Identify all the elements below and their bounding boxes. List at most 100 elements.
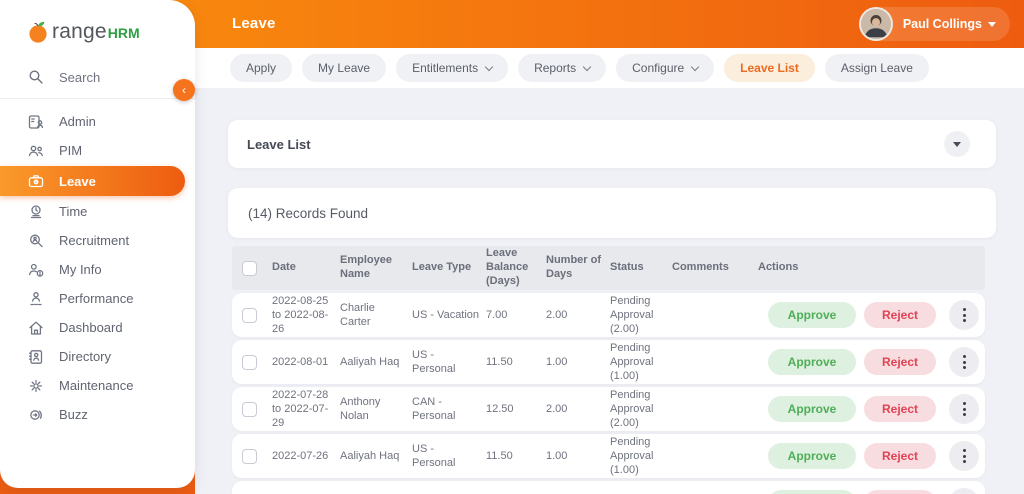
chevron-down-icon [582, 62, 592, 71]
kebab-menu-button[interactable] [949, 488, 979, 494]
column-header-comments: Comments [672, 261, 729, 274]
sidebar-collapse-button[interactable]: ‹ [173, 79, 195, 101]
cell-actions: Approve Reject [758, 347, 985, 377]
kebab-menu-button[interactable] [949, 394, 979, 424]
cell-date: 2022-07-28 to 2022-07-29 [272, 388, 329, 430]
column-header-leave-type: Leave Type [412, 261, 472, 274]
orangehrm-logo: range HRM [0, 0, 195, 58]
sidebar-menu: Admin PIM Leave Time [0, 107, 195, 429]
sidebar-item-directory[interactable]: Directory [0, 342, 195, 371]
sidebar-item-recruitment[interactable]: Recruitment [0, 226, 195, 255]
reject-button[interactable]: Reject [864, 490, 936, 494]
panel-title: Leave List [247, 136, 311, 152]
cell-status: Pending Approval (2.00) [610, 294, 654, 336]
search-icon [29, 70, 43, 84]
leave-table: Date Employee Name Leave Type Leave Bala… [232, 246, 985, 494]
user-menu[interactable]: Paul Collings [858, 7, 1010, 41]
cell-date: 2022-07-26 [272, 449, 329, 462]
page-title: Leave [232, 15, 276, 32]
tab-apply[interactable]: Apply [230, 54, 293, 82]
cell-actions: Approve Reject [758, 441, 985, 471]
sidebar-item-label: Performance [59, 291, 134, 306]
cell-leave-type: US - Personal [412, 348, 456, 375]
row-checkbox[interactable] [241, 354, 257, 370]
cell-date: 2022-08-01 [272, 355, 329, 368]
reject-button[interactable]: Reject [864, 302, 936, 328]
gear-icon [29, 379, 43, 392]
sidebar-search[interactable]: Search [0, 58, 195, 99]
clock-icon [30, 204, 42, 218]
table-row: 2022-07-25 Pending Approve Reject [232, 481, 985, 494]
admin-badge-icon [28, 114, 44, 129]
leave-list-filter-panel: Leave List [228, 120, 996, 168]
cell-actions: Approve Reject [758, 394, 985, 424]
column-header-leave-balance: Leave Balance (Days) [486, 247, 529, 287]
magnifier-person-icon [30, 234, 43, 247]
cell-actions: Approve Reject [758, 300, 985, 330]
table-row: 2022-07-26 Aaliyah Haq US - Personal 11.… [232, 434, 985, 478]
sidebar-item-maintenance[interactable]: Maintenance [0, 371, 195, 400]
records-count: (14) Records Found [248, 205, 369, 221]
tab-my-leave[interactable]: My Leave [302, 54, 387, 82]
sidebar-item-label: My Info [59, 262, 102, 277]
row-checkbox[interactable] [241, 401, 257, 417]
reject-button[interactable]: Reject [864, 349, 936, 375]
avatar [858, 7, 893, 41]
cell-leave-balance: 11.50 [486, 449, 513, 462]
chevron-down-icon [988, 21, 996, 27]
tab-configure[interactable]: Configure [616, 54, 715, 82]
approve-button[interactable]: Approve [768, 302, 856, 328]
cell-leave-type: US - Vacation [412, 308, 480, 321]
cell-employee-name: Anthony Nolan [340, 395, 381, 422]
cell-number-of-days: 2.00 [546, 402, 568, 415]
sidebar-item-label: Recruitment [59, 233, 130, 248]
sidebar-item-dashboard[interactable]: Dashboard [0, 313, 195, 342]
orange-fruit-icon [29, 21, 47, 43]
approve-button[interactable]: Approve [768, 443, 856, 469]
cell-actions: Approve Reject [758, 488, 985, 494]
kebab-menu-button[interactable] [949, 441, 979, 471]
sidebar-item-label: Buzz [59, 407, 88, 422]
sidebar-item-buzz[interactable]: Buzz [0, 400, 195, 429]
select-all-checkbox[interactable] [241, 260, 257, 276]
cell-status: Pending Approval (1.00) [610, 341, 654, 383]
chevron-down-icon [953, 141, 961, 147]
sidebar-item-admin[interactable]: Admin [0, 107, 195, 136]
panel-expand-button[interactable] [944, 131, 970, 157]
table-header-row: Date Employee Name Leave Type Leave Bala… [232, 246, 985, 290]
row-checkbox[interactable] [241, 307, 257, 323]
cell-status: Pending Approval (1.00) [610, 435, 654, 477]
row-checkbox[interactable] [241, 448, 257, 464]
kebab-menu-button[interactable] [949, 300, 979, 330]
tab-entitlements[interactable]: Entitlements [396, 54, 509, 82]
sidebar-item-leave[interactable]: Leave [0, 166, 185, 196]
tab-leave-list[interactable]: Leave List [724, 54, 815, 82]
cell-leave-type: US - Personal [412, 442, 456, 469]
reject-button[interactable]: Reject [864, 396, 936, 422]
tab-reports[interactable]: Reports [518, 54, 607, 82]
table-row: 2022-07-28 to 2022-07-29 Anthony Nolan C… [232, 387, 985, 431]
sidebar-item-pim[interactable]: PIM [0, 136, 195, 165]
person-chart-icon [30, 291, 42, 305]
sidebar-item-label: Admin [59, 114, 96, 129]
column-header-actions: Actions [758, 261, 799, 274]
approve-button[interactable]: Approve [768, 490, 856, 494]
column-header-date: Date [272, 261, 296, 274]
tab-assign-leave[interactable]: Assign Leave [824, 54, 929, 82]
column-header-status: Status [610, 261, 644, 274]
approve-button[interactable]: Approve [768, 396, 856, 422]
table-row: 2022-08-25 to 2022-08-26 Charlie Carter … [232, 293, 985, 337]
sidebar-item-performance[interactable]: Performance [0, 284, 195, 313]
sidebar-item-time[interactable]: Time [0, 197, 195, 226]
cell-leave-balance: 11.50 [486, 355, 513, 368]
briefcase-clock-icon [28, 175, 44, 188]
reject-button[interactable]: Reject [864, 443, 936, 469]
kebab-menu-button[interactable] [949, 347, 979, 377]
chevron-left-icon: ‹ [182, 83, 186, 97]
approve-button[interactable]: Approve [768, 349, 856, 375]
cell-employee-name: Charlie Carter [340, 301, 375, 328]
sidebar-item-my-info[interactable]: My Info [0, 255, 195, 284]
cell-leave-balance: 12.50 [486, 402, 514, 415]
sidebar-item-label: Directory [59, 349, 112, 364]
leave-tabs-bar: Apply My Leave Entitlements Reports Conf… [195, 48, 1024, 88]
